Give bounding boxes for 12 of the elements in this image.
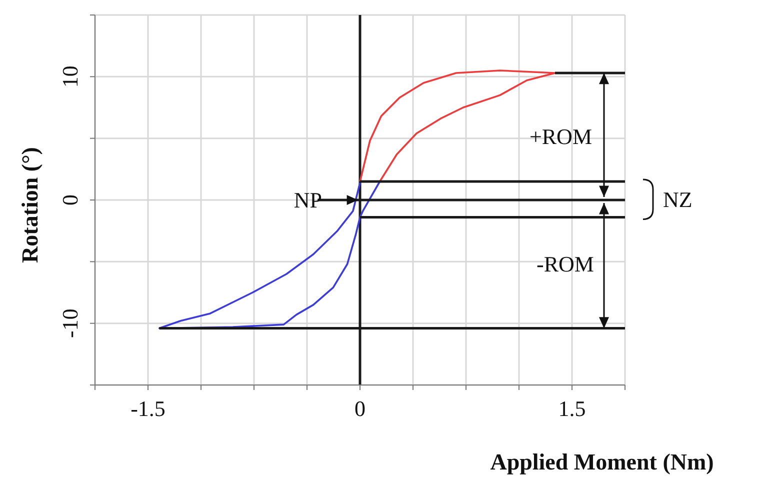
y-tick-label: -10 [58,308,82,338]
annotation: NP [294,188,322,212]
x-tick-label: 0 [354,396,366,421]
annotation: -ROM [536,252,594,277]
x-tick-label: 1.5 [558,396,586,421]
text: NZ [663,186,692,212]
x-tick-label: -1.5 [130,396,166,421]
y-tick-label: 0 [58,194,82,206]
x-axis-title: Applied Moment (Nm) [490,450,714,474]
annotation: +ROM [529,124,592,149]
y-axis-title: Rotation (°) [18,147,42,263]
y-tick-label: 10 [58,66,82,88]
